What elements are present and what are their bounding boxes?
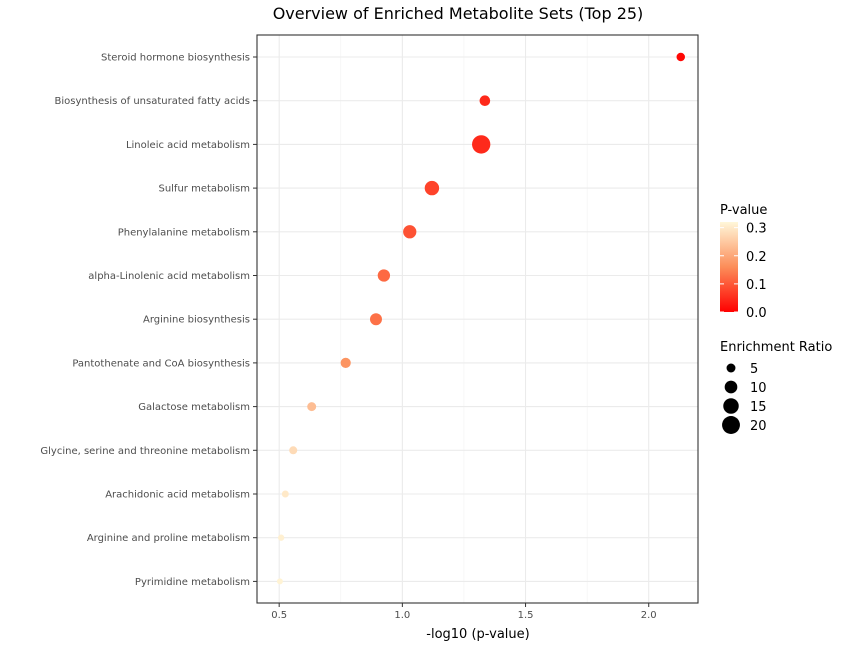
data-point xyxy=(479,95,491,106)
data-point xyxy=(676,52,685,62)
pvalue-colorbar xyxy=(720,222,738,312)
enrichment-legend-dot xyxy=(724,380,738,394)
y-tick-label: Arginine biosynthesis xyxy=(143,315,250,326)
x-axis-title: -log10 (p-value) xyxy=(426,627,529,642)
data-point xyxy=(377,269,391,282)
data-point xyxy=(281,490,289,498)
enrichment-legend-label: 10 xyxy=(750,381,767,396)
data-point xyxy=(277,534,285,541)
pvalue-legend-label: 0.3 xyxy=(746,222,767,237)
pvalue-legend-label: 0.1 xyxy=(746,278,767,293)
data-point xyxy=(424,180,440,196)
enrichment-legend-label: 15 xyxy=(750,400,767,415)
enrichment-legend-label: 5 xyxy=(750,362,758,377)
enrichment-legend-dot xyxy=(722,416,740,434)
pvalue-legend-label: 0.0 xyxy=(746,306,767,321)
x-tick-label: 0.5 xyxy=(271,610,287,621)
data-point xyxy=(403,225,417,239)
plot-panel xyxy=(256,34,699,604)
x-axis-ticks: 0.5 1.0 1.5 2.0 xyxy=(271,603,657,621)
enrichment-legend: Enrichment Ratio 5 10 15 20 xyxy=(720,340,832,434)
y-tick-label: Arachidonic acid metabolism xyxy=(105,490,250,501)
x-tick-label: 1.5 xyxy=(518,610,534,621)
y-tick-label: Sulfur metabolism xyxy=(158,184,250,195)
pvalue-legend: P-value 0.3 0.2 0.1 0.0 xyxy=(720,203,767,321)
y-axis-ticks: Steroid hormone biosynthesis Biosynthesis… xyxy=(40,53,257,588)
y-tick-label: Linoleic acid metabolism xyxy=(126,140,250,151)
y-tick-label: Pantothenate and CoA biosynthesis xyxy=(72,358,250,369)
y-tick-label: Arginine and proline metabolism xyxy=(87,533,250,544)
y-tick-label: Galactose metabolism xyxy=(138,402,250,413)
enrichment-legend-dot xyxy=(726,363,736,373)
data-point xyxy=(369,313,382,326)
enrichment-legend-dot xyxy=(723,398,739,414)
enrichment-legend-label: 20 xyxy=(750,419,767,434)
enrichment-legend-title: Enrichment Ratio xyxy=(720,340,832,355)
pvalue-legend-label: 0.2 xyxy=(746,250,767,265)
y-tick-label: alpha-Linolenic acid metabolism xyxy=(88,271,250,282)
y-tick-label: Biosynthesis of unsaturated fatty acids xyxy=(55,96,251,107)
data-point xyxy=(340,357,351,368)
pvalue-legend-title: P-value xyxy=(720,203,767,218)
data-point xyxy=(307,402,317,412)
y-tick-label: Phenylalanine metabolism xyxy=(118,227,250,238)
y-tick-label: Pyrimidine metabolism xyxy=(135,577,250,588)
y-tick-label: Steroid hormone biosynthesis xyxy=(101,53,250,64)
data-point xyxy=(276,578,283,585)
x-tick-label: 2.0 xyxy=(641,610,657,621)
data-point xyxy=(289,446,298,455)
chart-title: Overview of Enriched Metabolite Sets (To… xyxy=(273,4,644,23)
x-tick-label: 1.0 xyxy=(394,610,410,621)
y-tick-label: Glycine, serine and threonine metabolism xyxy=(40,446,250,457)
data-point xyxy=(472,135,491,154)
